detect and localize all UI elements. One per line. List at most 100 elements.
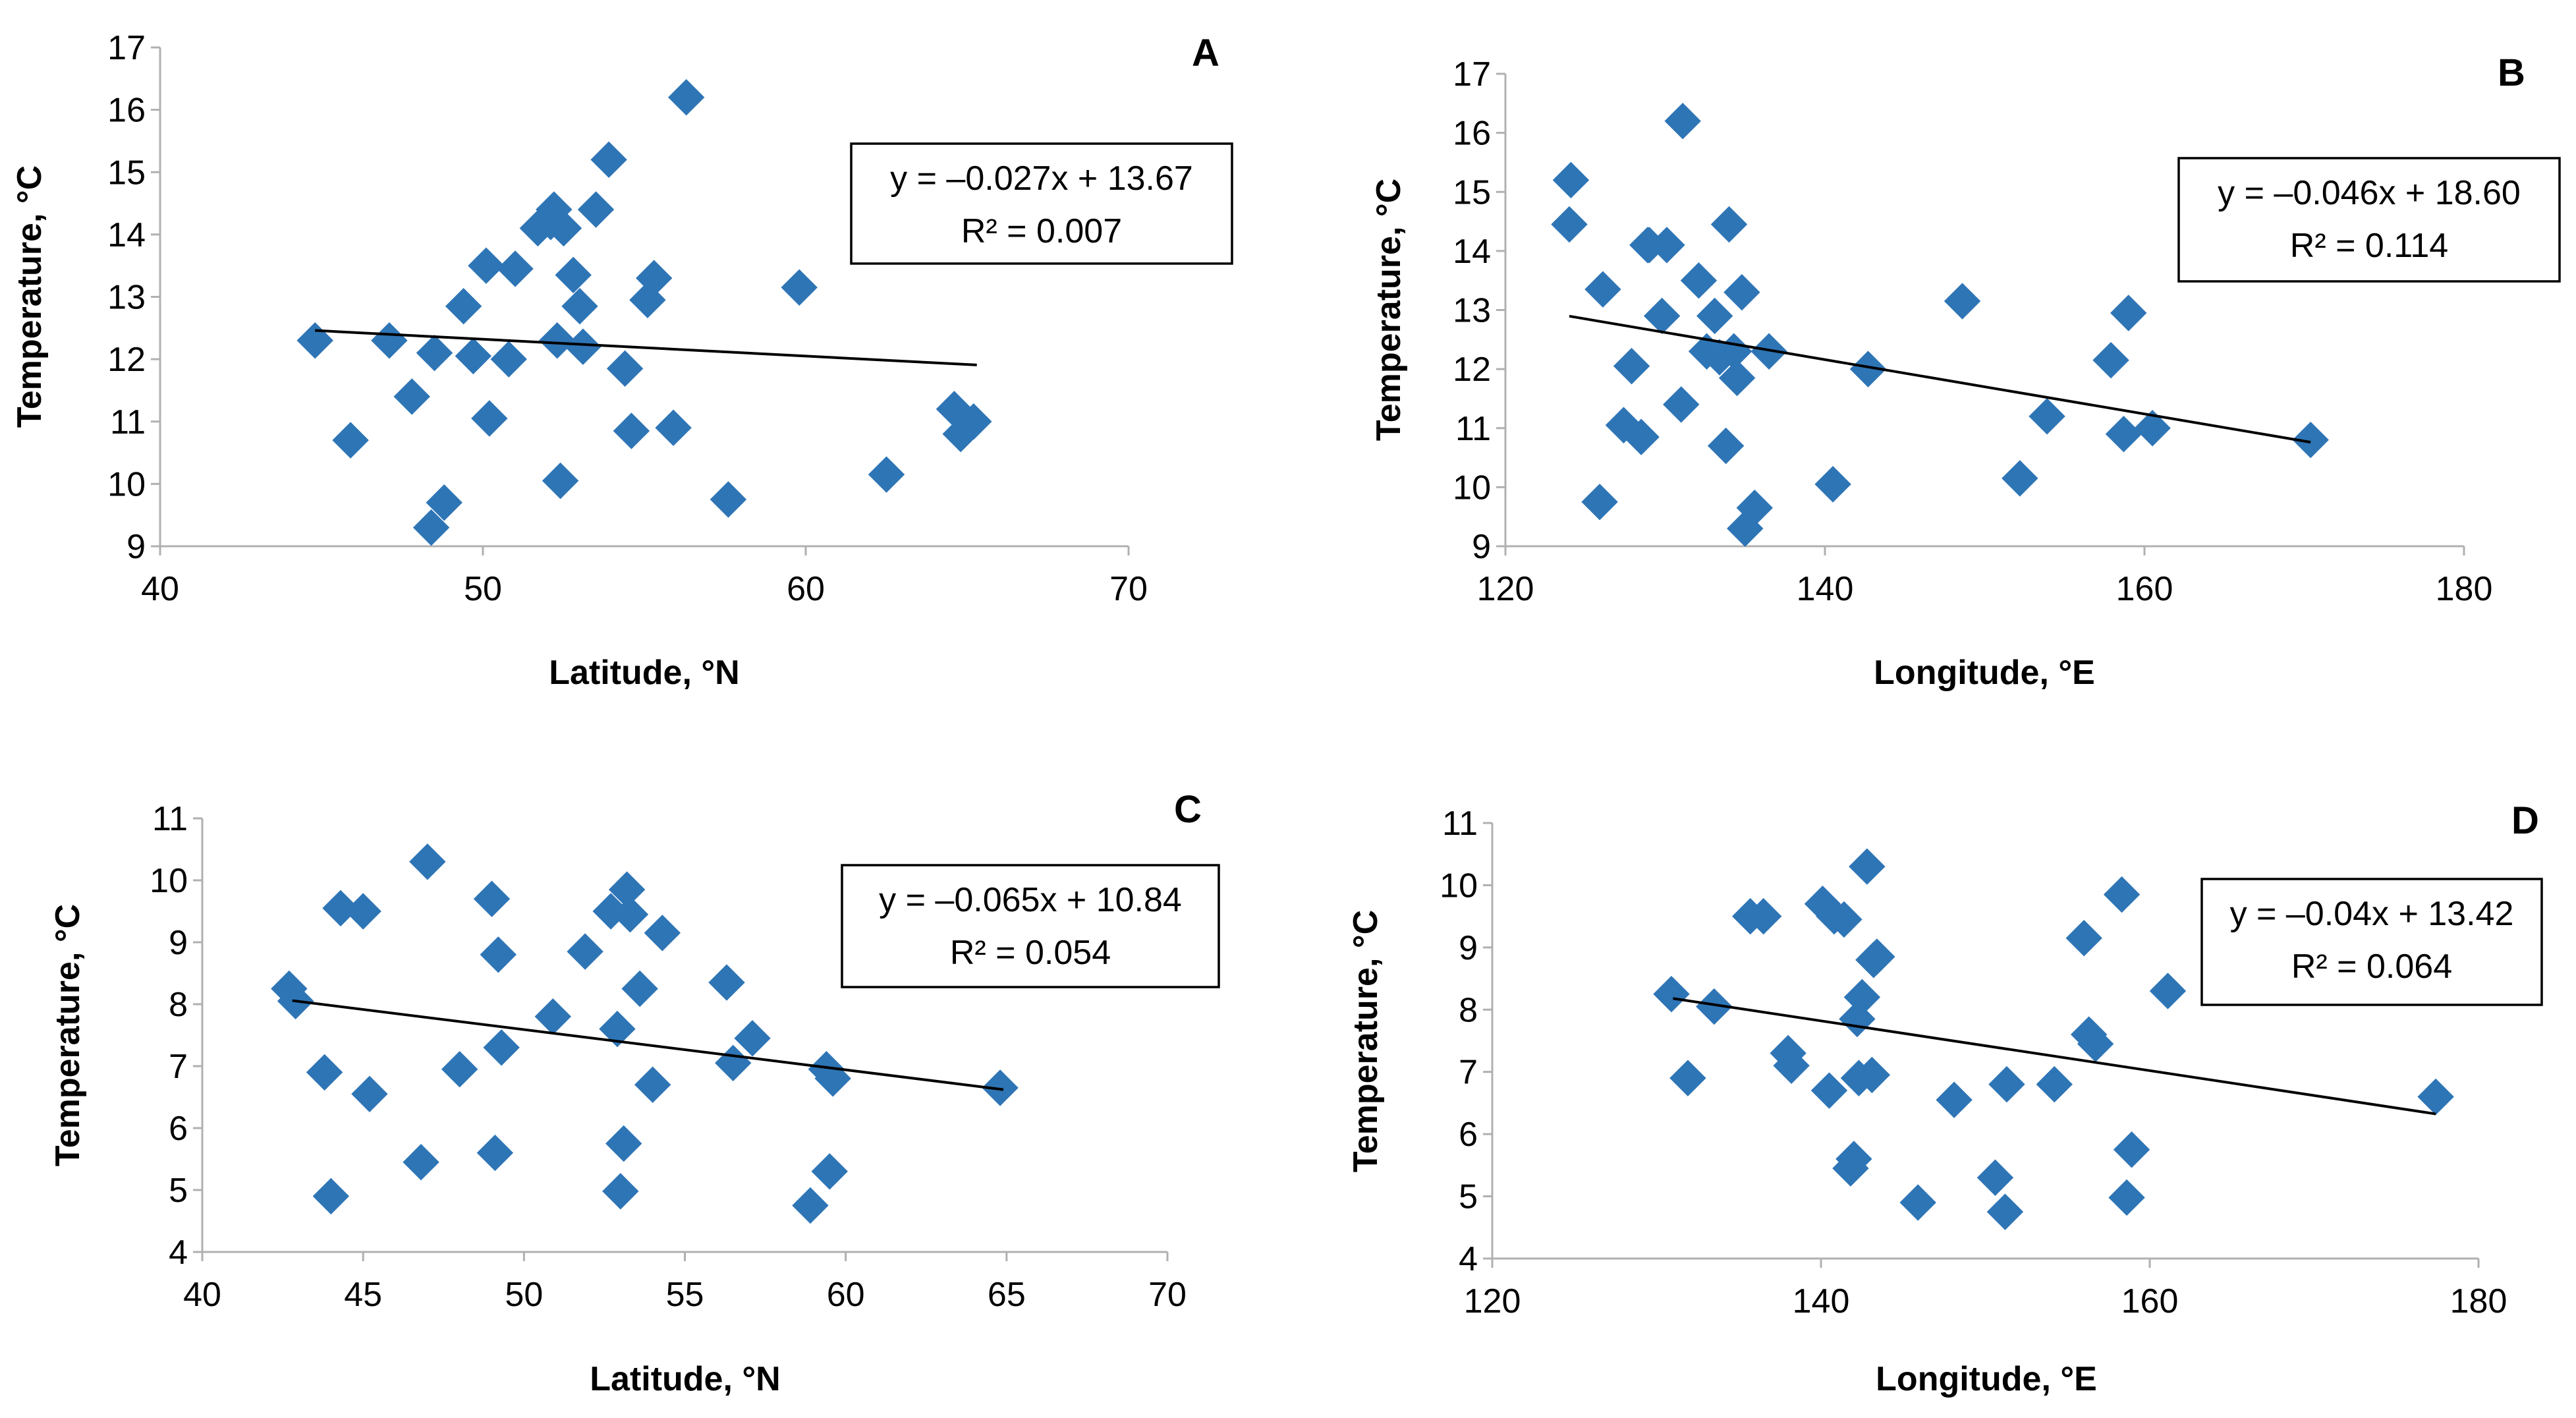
data-point <box>2113 1131 2150 1168</box>
data-point <box>982 1069 1019 1106</box>
data-point <box>2149 973 2187 1009</box>
data-point <box>345 893 381 930</box>
data-point <box>599 1010 636 1048</box>
data-point <box>2108 1179 2145 1216</box>
data-point <box>710 481 747 518</box>
r-squared-text: R² = 0.064 <box>2291 948 2452 986</box>
trendline <box>315 329 977 366</box>
trendline <box>1569 314 2311 444</box>
data-point <box>2292 421 2329 459</box>
equation-text: y = –0.027x + 13.67 <box>890 159 1193 198</box>
y-tick-label: 13 <box>107 279 146 317</box>
trendline <box>292 999 1004 1091</box>
data-point <box>708 964 745 1001</box>
equation-text: y = –0.065x + 10.84 <box>879 881 1182 919</box>
data-point <box>1826 901 1862 938</box>
data-point <box>611 895 649 933</box>
r-squared-text: R² = 0.114 <box>2290 227 2448 265</box>
data-point <box>811 1153 848 1190</box>
data-point <box>468 247 505 284</box>
data-point <box>545 210 582 247</box>
y-tick-label: 7 <box>169 1048 188 1086</box>
y-axis-title: Temperature, °C <box>1347 910 1385 1172</box>
y-tick-label: 8 <box>169 986 188 1024</box>
chart-panel-d: 4 5 6 7 8 9 10 11 120 140 160 180 Longitude, °E Tempe… <box>1347 799 2543 1398</box>
data-point <box>613 412 650 449</box>
x-tick-label: 70 <box>1109 570 1148 608</box>
data-point <box>1745 897 1782 935</box>
y-tick-label: 11 <box>152 800 188 838</box>
data-point <box>1551 206 1588 243</box>
data-point <box>1664 102 1701 140</box>
y-tick-label: 5 <box>1459 1178 1478 1216</box>
data-point <box>483 1029 520 1066</box>
data-point <box>534 998 571 1035</box>
data-point <box>2065 919 2102 957</box>
x-tick-label: 50 <box>464 570 502 608</box>
data-point <box>1843 978 1881 1016</box>
y-tick-label: 11 <box>1455 410 1491 448</box>
data-point <box>667 78 705 116</box>
x-tick-label: 120 <box>1464 1282 1521 1320</box>
data-point <box>781 269 818 306</box>
data-point <box>590 141 627 179</box>
y-tick-label: 10 <box>1453 468 1491 507</box>
data-point <box>606 350 644 387</box>
x-tick-label: 160 <box>2116 570 2173 608</box>
x-tick-label: 50 <box>505 1276 543 1314</box>
data-point <box>497 250 534 287</box>
data-point <box>538 322 576 359</box>
y-tick-label: 5 <box>169 1172 188 1210</box>
x-tick-label: 65 <box>988 1276 1026 1314</box>
data-point <box>1581 484 1618 521</box>
x-tick-label: 140 <box>1793 1282 1850 1320</box>
x-axis-title: Longitude, °E <box>1874 654 2095 692</box>
data-point <box>2417 1078 2454 1116</box>
data-point <box>393 378 430 415</box>
data-point <box>1643 297 1681 335</box>
data-point <box>351 1075 388 1113</box>
data-point <box>1653 975 1690 1013</box>
data-point <box>1986 1193 2024 1230</box>
data-point <box>1696 988 1733 1025</box>
y-tick-label: 14 <box>107 216 146 254</box>
data-point <box>2036 1065 2073 1103</box>
y-tick-label: 10 <box>150 862 188 900</box>
y-tick-label: 9 <box>1459 929 1478 967</box>
data-point <box>1810 1072 1848 1109</box>
data-point <box>441 1050 478 1088</box>
data-point <box>1648 227 1685 264</box>
y-tick-label: 4 <box>1459 1240 1478 1278</box>
equation-text: y = –0.046x + 18.60 <box>2218 174 2521 212</box>
data-point <box>1623 418 1660 455</box>
data-point <box>1976 1159 2014 1196</box>
equation-text: y = –0.04x + 13.42 <box>2230 895 2514 933</box>
data-point <box>473 880 511 917</box>
y-tick-label: 13 <box>1453 292 1491 330</box>
y-tick-label: 11 <box>1442 805 1478 843</box>
x-tick-label: 120 <box>1477 570 1534 608</box>
x-tick-label: 160 <box>2121 1282 2179 1320</box>
data-point <box>455 337 492 375</box>
equation-box <box>2200 878 2543 1006</box>
data-point <box>1853 1056 1891 1094</box>
data-point <box>634 1066 671 1103</box>
data-point <box>2029 398 2065 435</box>
y-axis-title: Temperature, °C <box>1370 179 1408 441</box>
y-tick-label: 12 <box>107 341 146 379</box>
data-point <box>322 890 359 927</box>
y-tick-label: 9 <box>126 528 146 566</box>
data-point <box>565 328 602 365</box>
data-point <box>1552 161 1590 199</box>
panel-letter: C <box>1174 788 1202 831</box>
data-point <box>1663 386 1700 423</box>
chart-panel-b: 9 10 11 12 13 14 15 16 17 120 140 160 180 Longitude, … <box>1370 51 2561 692</box>
y-tick-label: 10 <box>1440 866 1478 905</box>
x-tick-label: 40 <box>141 570 179 608</box>
data-point <box>403 1143 439 1181</box>
data-point <box>416 334 453 372</box>
y-tick-label: 14 <box>1453 233 1491 271</box>
data-point <box>306 1054 343 1091</box>
panel-letter: B <box>2498 51 2525 94</box>
data-point <box>734 1019 771 1057</box>
